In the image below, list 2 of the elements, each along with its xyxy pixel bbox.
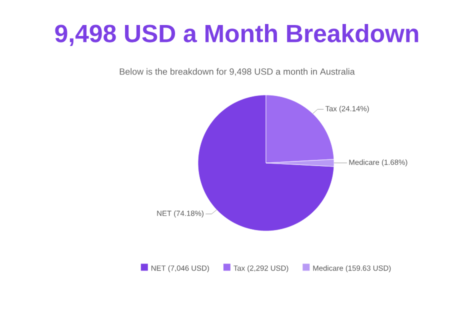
chart-title: 9,498 USD a Month Breakdown bbox=[55, 24, 418, 46]
chart-subtitle: Below is the breakdown for 9,498 USD a month in Australia bbox=[120, 68, 355, 76]
